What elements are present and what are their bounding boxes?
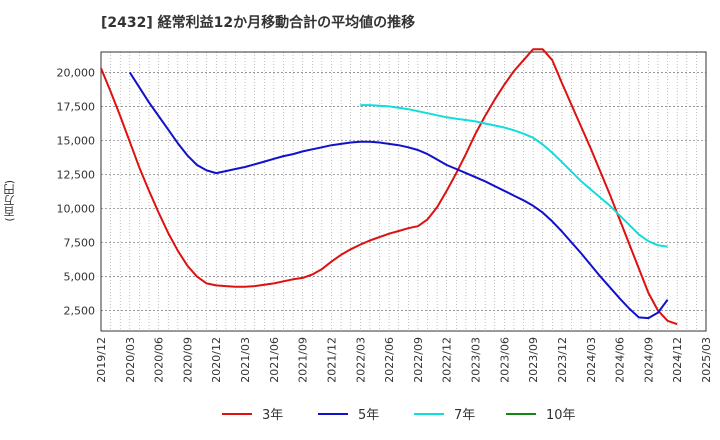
x-tick-label: 2025/03	[700, 337, 713, 383]
y-tick-label: 17,500	[57, 100, 96, 113]
x-tick-label: 2024/06	[614, 337, 627, 383]
x-tick-label: 2024/03	[585, 337, 598, 383]
y-tick-label: 5,000	[64, 271, 96, 284]
x-tick-label: 2021/03	[239, 337, 252, 383]
legend: 3年 5年 7年 10年	[222, 408, 576, 423]
y-tick-label: 20,000	[57, 66, 96, 79]
x-tick-labels: 2019/12 2020/03 2020/06 2020/09 2020/12 2021/…	[95, 337, 713, 383]
legend-label-1: 5年	[358, 408, 379, 423]
series-line-1	[128, 71, 669, 320]
axes	[100, 51, 707, 332]
x-tick-label: 2023/06	[498, 337, 511, 383]
x-tick-label: 2022/09	[412, 337, 425, 383]
y-tick-label: 7,500	[64, 237, 96, 250]
y-tick-label: 12,500	[57, 168, 96, 181]
chart-title: [2432] 経常利益12か月移動合計の平均値の推移	[101, 15, 416, 31]
grid-lines	[100, 52, 707, 331]
series-line-2	[360, 104, 668, 248]
legend-label-0: 3年	[262, 408, 283, 423]
x-tick-label: 2020/03	[124, 337, 137, 383]
x-tick-label: 2021/06	[268, 337, 281, 383]
y-tick-label: 2,500	[64, 305, 96, 318]
y-tick-labels: 2,500 5,000 7,500 10,000 12,500 15,000 17,500 2…	[57, 66, 96, 317]
x-tick-label: 2023/09	[527, 337, 540, 383]
x-tick-label: 2024/12	[671, 337, 684, 383]
x-tick-label: 2020/12	[210, 337, 223, 383]
x-tick-label: 2020/06	[153, 337, 166, 383]
x-tick-label: 2024/09	[642, 337, 655, 383]
y-tick-label: 10,000	[57, 203, 96, 216]
series-lines	[100, 48, 678, 326]
x-tick-label: 2022/06	[383, 337, 396, 383]
x-tick-label: 2023/03	[470, 337, 483, 383]
x-tick-label: 2021/12	[325, 337, 338, 383]
legend-label-3: 10年	[546, 408, 576, 423]
x-tick-label: 2021/09	[297, 337, 310, 383]
legend-label-2: 7年	[454, 408, 475, 423]
x-tick-label: 2020/09	[181, 337, 194, 383]
x-tick-label: 2019/12	[95, 337, 108, 383]
x-tick-label: 2022/12	[441, 337, 454, 383]
x-tick-label: 2022/03	[354, 337, 367, 383]
plot-frame	[100, 51, 707, 332]
series-line-0	[100, 48, 678, 326]
y-tick-label: 15,000	[57, 134, 96, 147]
x-tick-label: 2023/12	[556, 337, 569, 383]
